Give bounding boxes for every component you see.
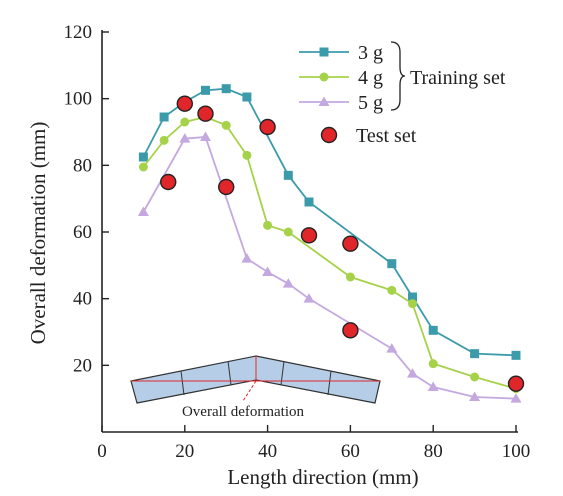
data-point (242, 150, 252, 160)
data-point (242, 92, 252, 102)
series-line (142, 116, 517, 390)
data-point (304, 197, 314, 207)
legend-label: 4 g (358, 67, 383, 89)
data-point (200, 131, 211, 141)
x-tick-label: 60 (341, 441, 360, 462)
data-point (408, 299, 417, 309)
y-ticks: 20 40 60 80 100 120 (64, 22, 109, 376)
data-point (428, 325, 438, 335)
data-point (507, 375, 525, 392)
legend-bracket (390, 41, 406, 111)
x-axis-label: Length direction (mm) (227, 465, 418, 489)
legend-marker (319, 72, 329, 82)
data-point (179, 133, 191, 143)
data-point (138, 152, 148, 162)
data-point (138, 162, 148, 172)
inset-caption: Overall deformation (182, 404, 305, 420)
legend-marker (319, 47, 329, 57)
data-point (282, 278, 294, 288)
series-layer (137, 84, 525, 403)
data-point (241, 253, 253, 263)
x-tick-label: 80 (424, 441, 443, 462)
series-4 (160, 95, 525, 392)
y-tick-label: 40 (73, 289, 92, 310)
data-point (180, 117, 190, 127)
legend-group-label: Training set (410, 67, 506, 89)
x-tick-label: 0 (97, 441, 107, 462)
data-point (387, 285, 397, 295)
data-point (221, 84, 231, 94)
data-point (300, 227, 318, 244)
data-point (159, 112, 169, 122)
data-point (176, 95, 194, 112)
data-point (428, 359, 438, 369)
data-point (262, 266, 274, 276)
x-tick-label: 40 (258, 441, 277, 462)
data-point (470, 372, 480, 382)
data-point (469, 391, 481, 401)
data-point (303, 293, 315, 303)
y-tick-label: 80 (73, 155, 92, 176)
data-point (342, 322, 359, 339)
data-point (197, 105, 214, 122)
inset-divider (180, 370, 185, 396)
series-1 (138, 84, 521, 360)
data-point (137, 206, 149, 216)
x-tick-label: 100 (502, 441, 531, 462)
data-point (160, 173, 177, 191)
data-point (259, 118, 276, 136)
y-tick-label: 120 (64, 22, 93, 43)
inset-divider (327, 370, 332, 396)
data-point (427, 381, 439, 391)
series-3 (137, 131, 522, 403)
data-point (470, 349, 480, 359)
data-point (221, 120, 231, 130)
legend-label: 5 g (358, 92, 383, 114)
series-2 (138, 112, 521, 394)
data-point (408, 292, 417, 302)
data-point (342, 235, 359, 252)
legend: 3 g 4 g 5 g Training set Test set (299, 41, 506, 147)
data-point (407, 368, 418, 378)
y-axis-label: Overall deformation (mm) (26, 122, 50, 345)
data-point (263, 220, 273, 230)
data-point (511, 350, 521, 360)
data-point (217, 178, 235, 196)
legend-label: 3 g (358, 42, 383, 64)
data-point (201, 85, 210, 95)
data-point (283, 170, 293, 180)
data-point (387, 259, 397, 269)
y-tick-label: 100 (64, 89, 93, 110)
x-tick-label: 20 (175, 441, 194, 462)
y-tick-label: 20 (73, 355, 92, 376)
data-point (386, 343, 398, 353)
legend-marker (320, 126, 338, 144)
inset-pointer-line (242, 380, 257, 402)
legend-marker (318, 96, 330, 106)
y-tick-label: 60 (73, 222, 92, 243)
legend-label: Test set (356, 125, 417, 147)
data-point (159, 135, 169, 145)
data-point (510, 393, 522, 403)
data-point (345, 272, 355, 282)
series-line (142, 136, 517, 400)
data-point (283, 227, 293, 237)
deformation-schematic-inset: Overall deformation (130, 355, 381, 420)
x-ticks: 0 20 40 60 80 100 (97, 425, 530, 462)
